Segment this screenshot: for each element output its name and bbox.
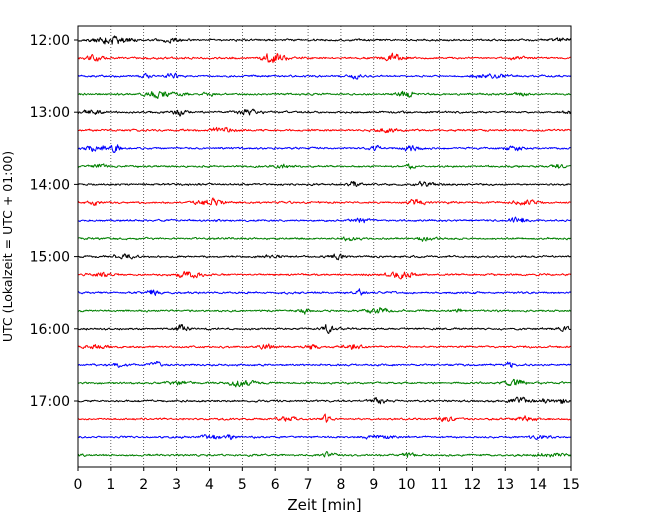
trace-row-16: [77, 323, 571, 334]
trace-row-19: [77, 378, 571, 388]
x-tick-label: 14: [529, 477, 547, 493]
trace-row-6: [77, 144, 571, 153]
trace-row-14: [77, 288, 572, 296]
y-axis-ticks: 12:00 13:00 14:00 15:00 16:00 17:00: [30, 33, 78, 410]
y-tick-label: 17:00: [30, 394, 70, 410]
y-tick-label: 13:00: [30, 105, 70, 121]
x-tick-label: 10: [398, 477, 416, 493]
x-axis-label: Zeit [min]: [287, 496, 361, 514]
trace-row-8: [77, 180, 571, 187]
seismic-traces: [77, 35, 572, 458]
trace-row-2: [77, 72, 572, 80]
x-tick-label: 8: [336, 477, 345, 493]
x-tick-label: 6: [271, 477, 280, 493]
x-axis-ticks: 0 1 2 3 4 5 6 7 8 9 10 11 12 13 14 15: [74, 467, 580, 493]
trace-row-13: [77, 270, 571, 280]
x-tick-label: 0: [74, 477, 83, 493]
x-tick-label: 2: [139, 477, 148, 493]
y-tick-label: 16:00: [30, 322, 70, 338]
x-tick-label: 1: [106, 477, 115, 493]
y-axis-label: UTC (Lokalzeit = UTC + 01:00): [0, 151, 15, 342]
trace-row-9: [77, 197, 571, 206]
x-tick-label: 12: [463, 477, 481, 493]
trace-row-20: [77, 396, 571, 405]
x-tick-label: 4: [205, 477, 214, 493]
x-tick-label: 13: [496, 477, 514, 493]
trace-row-1: [77, 52, 571, 64]
trace-row-17: [77, 343, 571, 350]
x-tick-label: 5: [238, 477, 247, 493]
trace-row-7: [77, 163, 571, 170]
y-tick-label: 14:00: [30, 177, 70, 193]
x-tick-label: 15: [562, 477, 580, 493]
trace-row-21: [77, 413, 571, 423]
y-tick-label: 15:00: [30, 250, 70, 266]
y-tick-label: 12:00: [30, 33, 70, 49]
trace-row-4: [77, 108, 572, 117]
trace-row-22: [77, 434, 571, 441]
trace-row-5: [77, 126, 571, 134]
x-tick-label: 7: [304, 477, 313, 493]
trace-row-12: [77, 253, 571, 261]
x-tick-label: 9: [369, 477, 378, 493]
trace-row-3: [77, 90, 571, 99]
trace-row-0: [77, 35, 572, 45]
x-tick-label: 11: [431, 477, 449, 493]
x-tick-label: 3: [172, 477, 181, 493]
trace-row-23: [77, 451, 572, 458]
trace-row-10: [77, 216, 571, 224]
trace-row-15: [77, 307, 571, 315]
plot-frame: [77, 25, 572, 468]
trace-row-11: [77, 236, 571, 242]
trace-row-18: [77, 360, 571, 369]
